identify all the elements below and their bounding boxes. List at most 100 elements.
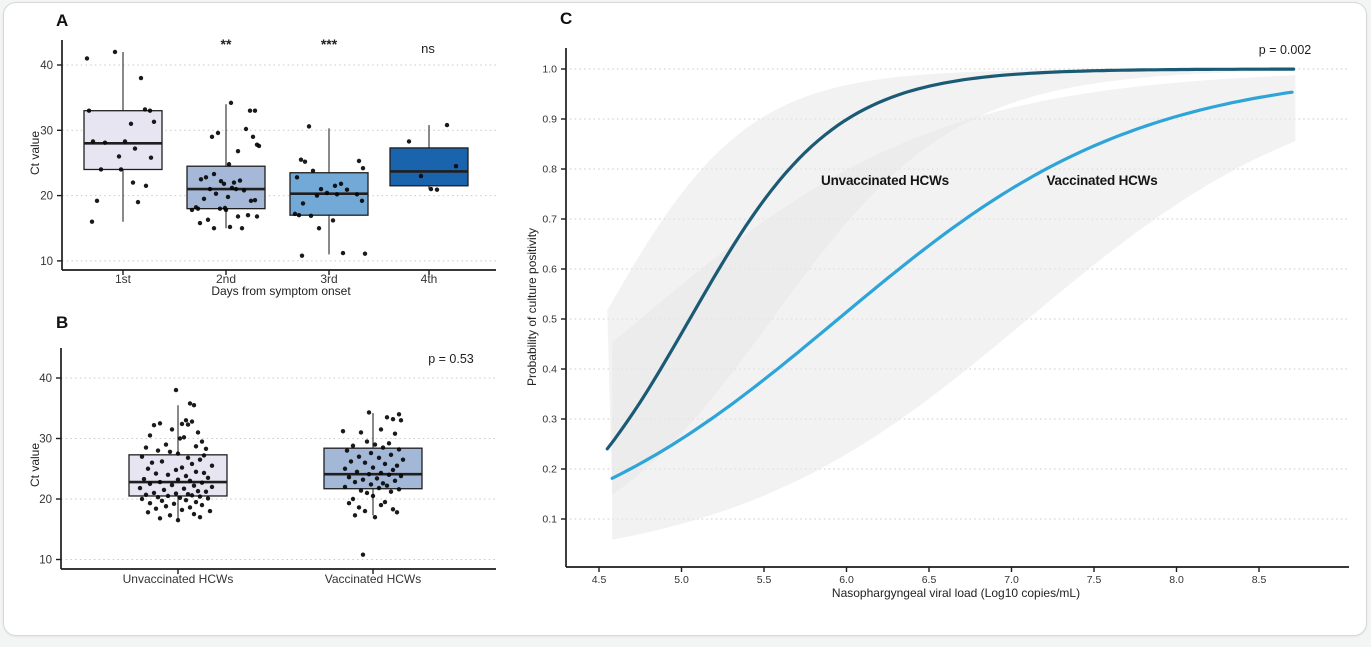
a-jitter-point <box>86 108 92 113</box>
a-jitter-point <box>306 124 312 129</box>
a-jitter-point <box>98 167 104 172</box>
b-jitter-point <box>197 457 203 462</box>
a-jitter-point <box>151 119 157 125</box>
b-jitter-point <box>205 475 211 481</box>
b-jitter-point <box>392 431 398 436</box>
a-jitter-point <box>225 194 231 200</box>
b-jitter-point <box>368 482 374 487</box>
a-jitter-point <box>228 100 234 106</box>
c-x-tick-label: 6.0 <box>839 574 854 586</box>
a-jitter-point <box>250 134 256 140</box>
c-x-tick-label: 8.0 <box>1169 574 1184 586</box>
b-jitter-point <box>163 442 169 447</box>
b-jitter-point <box>384 415 390 420</box>
a-x-tick-label: 4th <box>421 272 438 286</box>
b-jitter-point <box>372 442 378 447</box>
b-jitter-point <box>342 466 348 471</box>
b-jitter-point <box>374 476 380 481</box>
a-jitter-point <box>203 175 209 180</box>
b-jitter-point <box>400 457 406 462</box>
b-jitter-point <box>394 463 400 468</box>
a-jitter-point <box>318 186 324 192</box>
a-jitter-point <box>221 181 227 187</box>
a-jitter-point <box>147 108 153 113</box>
a-jitter-point <box>231 180 237 185</box>
b-jitter-point <box>203 489 209 494</box>
b-jitter-point <box>205 496 211 501</box>
b-jitter-point <box>382 499 388 505</box>
b-jitter-point <box>179 421 185 427</box>
a-jitter-point <box>308 213 314 219</box>
b-jitter-point <box>189 419 195 424</box>
b-jitter-point <box>386 441 392 446</box>
b-jitter-point <box>157 516 163 521</box>
b-jitter-point <box>209 463 215 468</box>
b-jitter-point <box>394 510 400 515</box>
b-jitter-point <box>173 491 179 496</box>
b-jitter-point <box>191 403 197 408</box>
a-jitter-point <box>227 224 233 230</box>
a-jitter-point <box>116 154 122 159</box>
a-jitter-point <box>406 139 412 144</box>
b-jitter-point <box>378 502 384 508</box>
a-jitter-point <box>122 139 128 144</box>
b-jitter-point <box>157 479 163 485</box>
b-x-tick-label: Vaccinated HCWs <box>325 572 421 586</box>
c-x-tick-label: 4.5 <box>592 574 607 586</box>
a-y-tick-label: 10 <box>40 256 53 268</box>
c-y-tick-label: 0.9 <box>542 114 557 126</box>
b-jitter-point <box>165 472 171 477</box>
c-y-tick-label: 0.1 <box>542 514 557 526</box>
b-jitter-point <box>382 461 388 467</box>
b-jitter-point <box>179 465 185 470</box>
panel-b-pvalue: p = 0.53 <box>428 352 474 366</box>
b-jitter-point <box>139 496 145 502</box>
a-jitter-point <box>324 190 330 196</box>
a-jitter-point <box>84 56 90 61</box>
b-y-tick-label: 40 <box>39 373 52 385</box>
b-jitter-point <box>147 481 153 487</box>
b-jitter-point <box>350 443 356 448</box>
a-jitter-point <box>300 201 306 206</box>
a-jitter-point <box>211 226 217 231</box>
a-box <box>83 110 163 171</box>
a-jitter-point <box>198 177 204 182</box>
b-jitter-point <box>390 467 396 473</box>
b-jitter-point <box>396 487 402 492</box>
a-jitter-point <box>118 167 124 172</box>
b-jitter-point <box>368 450 374 456</box>
b-jitter-point <box>145 466 151 471</box>
b-jitter-point <box>173 387 179 393</box>
b-jitter-point <box>167 449 173 455</box>
b-jitter-point <box>187 401 193 406</box>
a-jitter-point <box>102 140 108 145</box>
a-jitter-point <box>294 175 300 180</box>
a-jitter-point <box>132 146 138 151</box>
panel-c-pvalue: p = 0.002 <box>1258 43 1312 57</box>
panel-c-y-axis-title: Probability of culture positivity <box>525 227 539 387</box>
b-jitter-point <box>386 472 392 477</box>
b-jitter-point <box>356 505 362 510</box>
b-jitter-point <box>209 484 215 490</box>
b-jitter-point <box>191 483 197 488</box>
b-jitter-point <box>185 455 191 461</box>
b-jitter-point <box>203 446 209 451</box>
b-jitter-point <box>179 507 185 513</box>
b-jitter-point <box>161 487 167 493</box>
figure-plot-canvas: 40 30 20 10 1st 2nd 3rd 4th 40 30 20 10 Unvaccinated… <box>39 40 1349 586</box>
a-jitter-point <box>148 155 154 160</box>
significance-day2: ** <box>220 36 232 52</box>
panel-b-label: B <box>56 313 69 332</box>
b-x-tick-label: Unvaccinated HCWs <box>123 572 234 586</box>
c-confidence-band <box>607 69 1296 495</box>
a-jitter-point <box>197 220 203 226</box>
b-jitter-point <box>151 422 157 428</box>
b-jitter-point <box>201 453 207 458</box>
a-jitter-point <box>444 122 450 128</box>
b-jitter-point <box>141 476 147 482</box>
c-x-tick-label: 8.5 <box>1252 574 1267 586</box>
b-jitter-point <box>398 418 404 423</box>
a-jitter-point <box>302 159 308 164</box>
b-jitter-point <box>165 493 171 499</box>
b-jitter-point <box>155 494 161 500</box>
